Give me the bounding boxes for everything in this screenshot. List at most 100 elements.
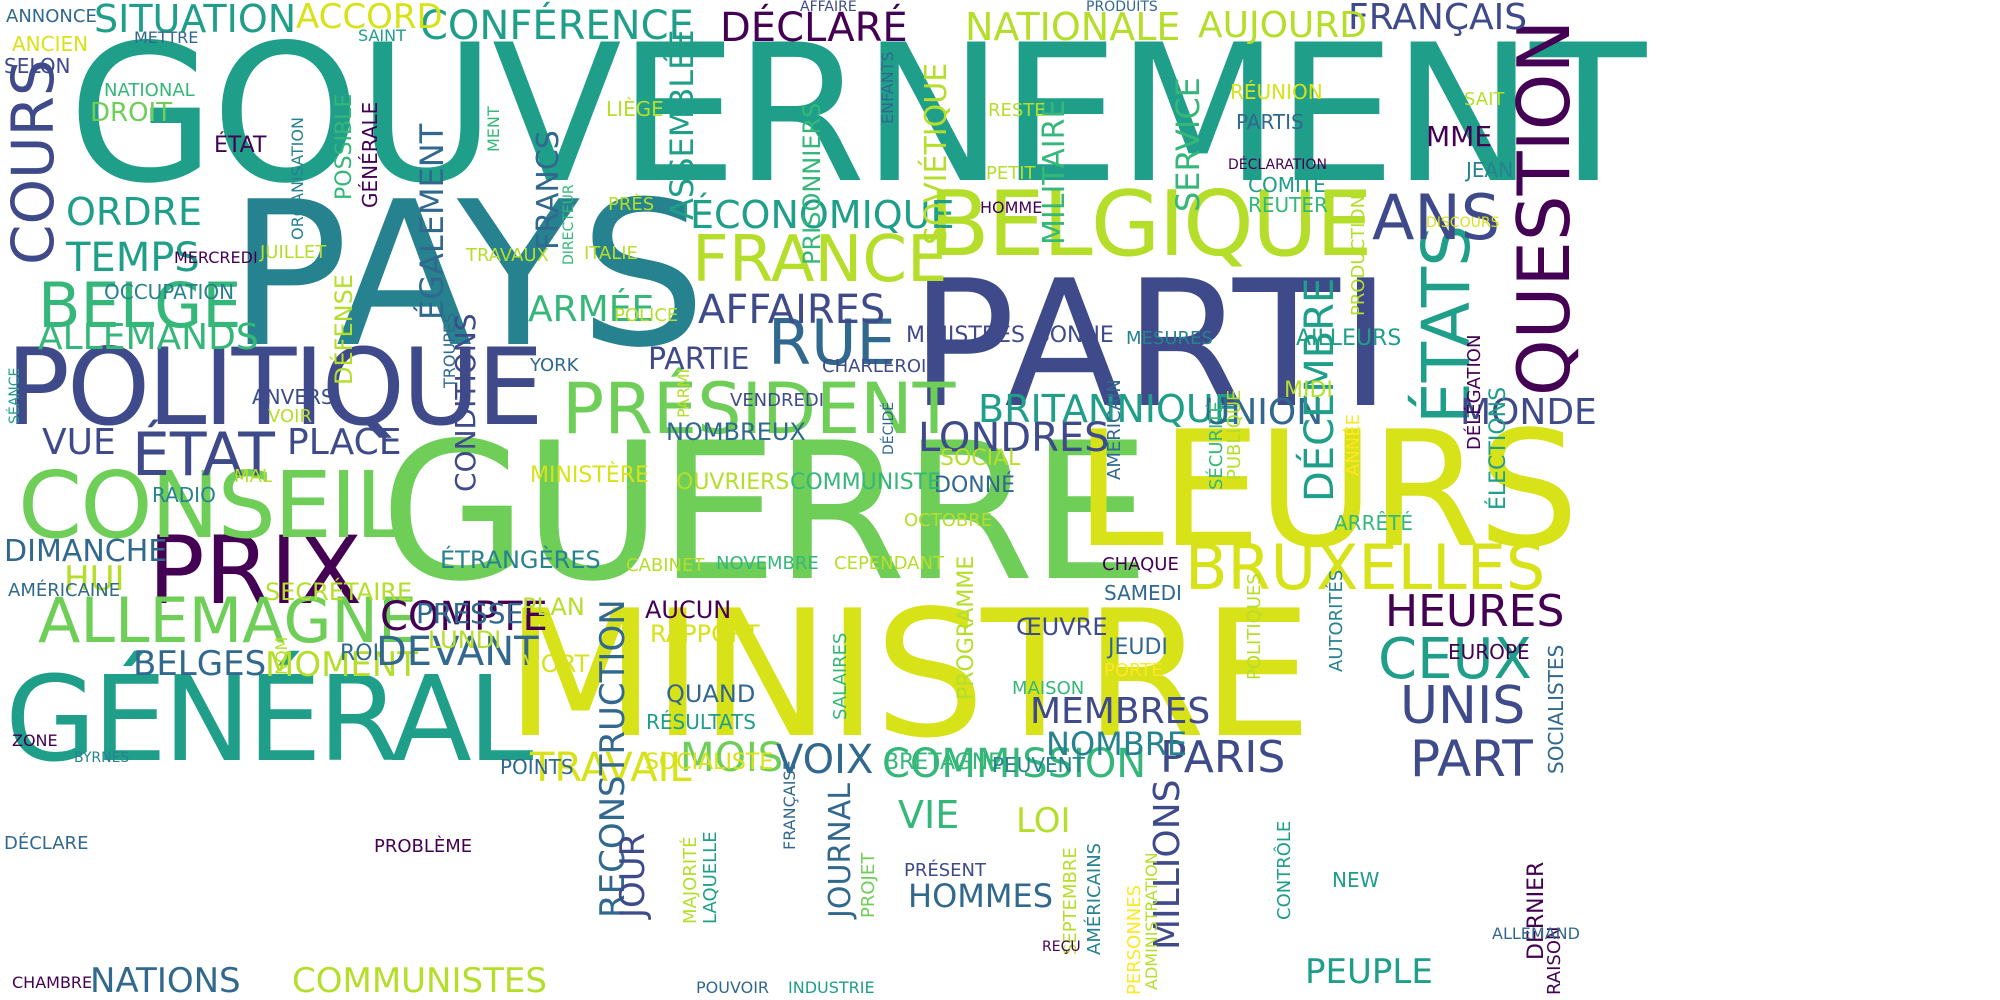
word: POLICE bbox=[614, 305, 679, 326]
word: POINTS bbox=[500, 755, 574, 779]
word: COMITÉ bbox=[1248, 173, 1326, 197]
word: TROUPES bbox=[440, 312, 459, 388]
word: PERSONNES bbox=[1124, 884, 1145, 995]
word: CONTRÔLE bbox=[1274, 820, 1295, 920]
word: MESURES bbox=[1126, 328, 1213, 349]
word: POLITIQUES bbox=[1244, 573, 1265, 680]
word: PROGRAMME bbox=[954, 555, 979, 700]
word: NOVEMBRE bbox=[716, 553, 819, 574]
word: CEPENDANT bbox=[834, 553, 944, 574]
word: LEURS bbox=[1075, 396, 1579, 583]
word: ZONE bbox=[12, 731, 58, 750]
word: PRODUITS bbox=[1086, 0, 1158, 15]
word: BONNE bbox=[1035, 323, 1114, 348]
word: MME bbox=[1426, 120, 1493, 153]
word: ANVERS bbox=[252, 385, 334, 409]
word: METTRE bbox=[134, 28, 199, 47]
word: COURS bbox=[0, 59, 67, 265]
word: DONNÉ bbox=[934, 473, 1016, 498]
word: LAQUELLE bbox=[700, 831, 721, 924]
word: BRUXELLES bbox=[1185, 531, 1546, 604]
word: MILITAIRE bbox=[1037, 99, 1072, 245]
word: AUTORITÉS bbox=[1326, 569, 1347, 672]
word: PORTE bbox=[1104, 660, 1163, 681]
word: COMMUNISTES bbox=[292, 961, 547, 1000]
word: ÉGALEMENT bbox=[413, 123, 451, 320]
word: JOURNAL bbox=[823, 783, 858, 918]
word: LOI bbox=[1016, 801, 1071, 841]
word: MINISTRE bbox=[505, 574, 1312, 777]
word: AUJOURD bbox=[1198, 5, 1368, 46]
word: NEW bbox=[1332, 868, 1380, 892]
word: PARTIS bbox=[1236, 110, 1304, 134]
word: DISCOURS bbox=[1426, 215, 1500, 231]
word: PART bbox=[1410, 730, 1533, 788]
word: AILLEURS bbox=[1296, 326, 1402, 351]
word: PRÈS bbox=[608, 194, 655, 215]
word: PEUVENT bbox=[992, 753, 1085, 777]
word: JEUDI bbox=[1108, 635, 1168, 660]
word: COMMUNISTE bbox=[790, 470, 941, 495]
word: PRESSE bbox=[416, 597, 524, 630]
word: HOMME bbox=[980, 198, 1043, 217]
word: CABINET bbox=[626, 555, 705, 576]
word: ALLEMAGNE bbox=[38, 584, 418, 657]
word: BELGIQUE bbox=[928, 172, 1373, 277]
word: INDUSTRIE bbox=[788, 978, 875, 997]
word: SITUATION bbox=[94, 0, 297, 41]
word: REUTER bbox=[1248, 193, 1328, 217]
word: SOCIAL bbox=[940, 446, 1021, 471]
word: PAYS bbox=[228, 159, 707, 392]
word: PUBLIQUE bbox=[1224, 389, 1245, 480]
word: SECRÉTAIRE bbox=[265, 578, 413, 606]
word: AFFAIRE bbox=[800, 0, 857, 15]
word: UNIS bbox=[1400, 676, 1526, 736]
word: DÉCLARE bbox=[4, 833, 89, 854]
word: ALLEMANDS bbox=[38, 317, 259, 358]
word: JOUR bbox=[613, 832, 653, 918]
word: MINISTÈRE bbox=[530, 463, 649, 488]
word: FRANCE bbox=[692, 223, 948, 297]
word: YORK bbox=[530, 355, 579, 376]
word: PROBLÈME bbox=[374, 836, 473, 857]
word: SALAIRES bbox=[830, 632, 851, 720]
word: HOMMES bbox=[908, 877, 1053, 915]
word: PRODUCTION bbox=[1348, 194, 1369, 316]
word: ANS bbox=[1372, 181, 1501, 254]
word: RÉUNION bbox=[1230, 80, 1323, 104]
word: MORT bbox=[520, 650, 590, 678]
word: SOVIÉTIQUE bbox=[919, 62, 954, 245]
word: QUAND bbox=[666, 680, 756, 708]
word: ADMINISTRATION bbox=[1142, 852, 1161, 990]
word: GUERRE bbox=[380, 402, 1150, 623]
word: LIÈGE bbox=[606, 97, 664, 121]
word: PLAN bbox=[522, 593, 585, 621]
word: ÉTAT bbox=[214, 133, 267, 158]
word: ITALIE bbox=[584, 243, 638, 264]
word: MAISON bbox=[1012, 678, 1085, 699]
word: AMÉRICAINS bbox=[1084, 842, 1105, 955]
word: RESTE bbox=[988, 100, 1046, 121]
word: ORGANISATION bbox=[288, 117, 307, 240]
word: PARIS bbox=[1160, 732, 1286, 783]
word: ŒUVRE bbox=[1016, 613, 1108, 641]
word: RADIO bbox=[152, 483, 216, 507]
word: PRIX bbox=[148, 517, 363, 626]
word: SOCIALISTES bbox=[1544, 644, 1568, 774]
word: SELON bbox=[4, 54, 71, 78]
word: GOUVERNEMENT bbox=[68, 4, 1646, 225]
word: LUNDI bbox=[428, 626, 502, 654]
word: RUE bbox=[768, 306, 896, 379]
word: MOMENT bbox=[265, 645, 419, 685]
word: MAL bbox=[234, 466, 272, 487]
word: ALLEMAND bbox=[1492, 924, 1580, 943]
word: DÉFENSE bbox=[330, 274, 358, 385]
word: MEMBRES bbox=[1030, 691, 1211, 732]
word: NOM bbox=[272, 636, 291, 675]
word: PEUPLE bbox=[1305, 952, 1433, 992]
word: VENDREDI bbox=[730, 390, 825, 411]
word: CONSEIL bbox=[18, 452, 406, 559]
word: DÉCLARÉ bbox=[720, 5, 908, 51]
word: CHARLEROI bbox=[822, 356, 927, 377]
